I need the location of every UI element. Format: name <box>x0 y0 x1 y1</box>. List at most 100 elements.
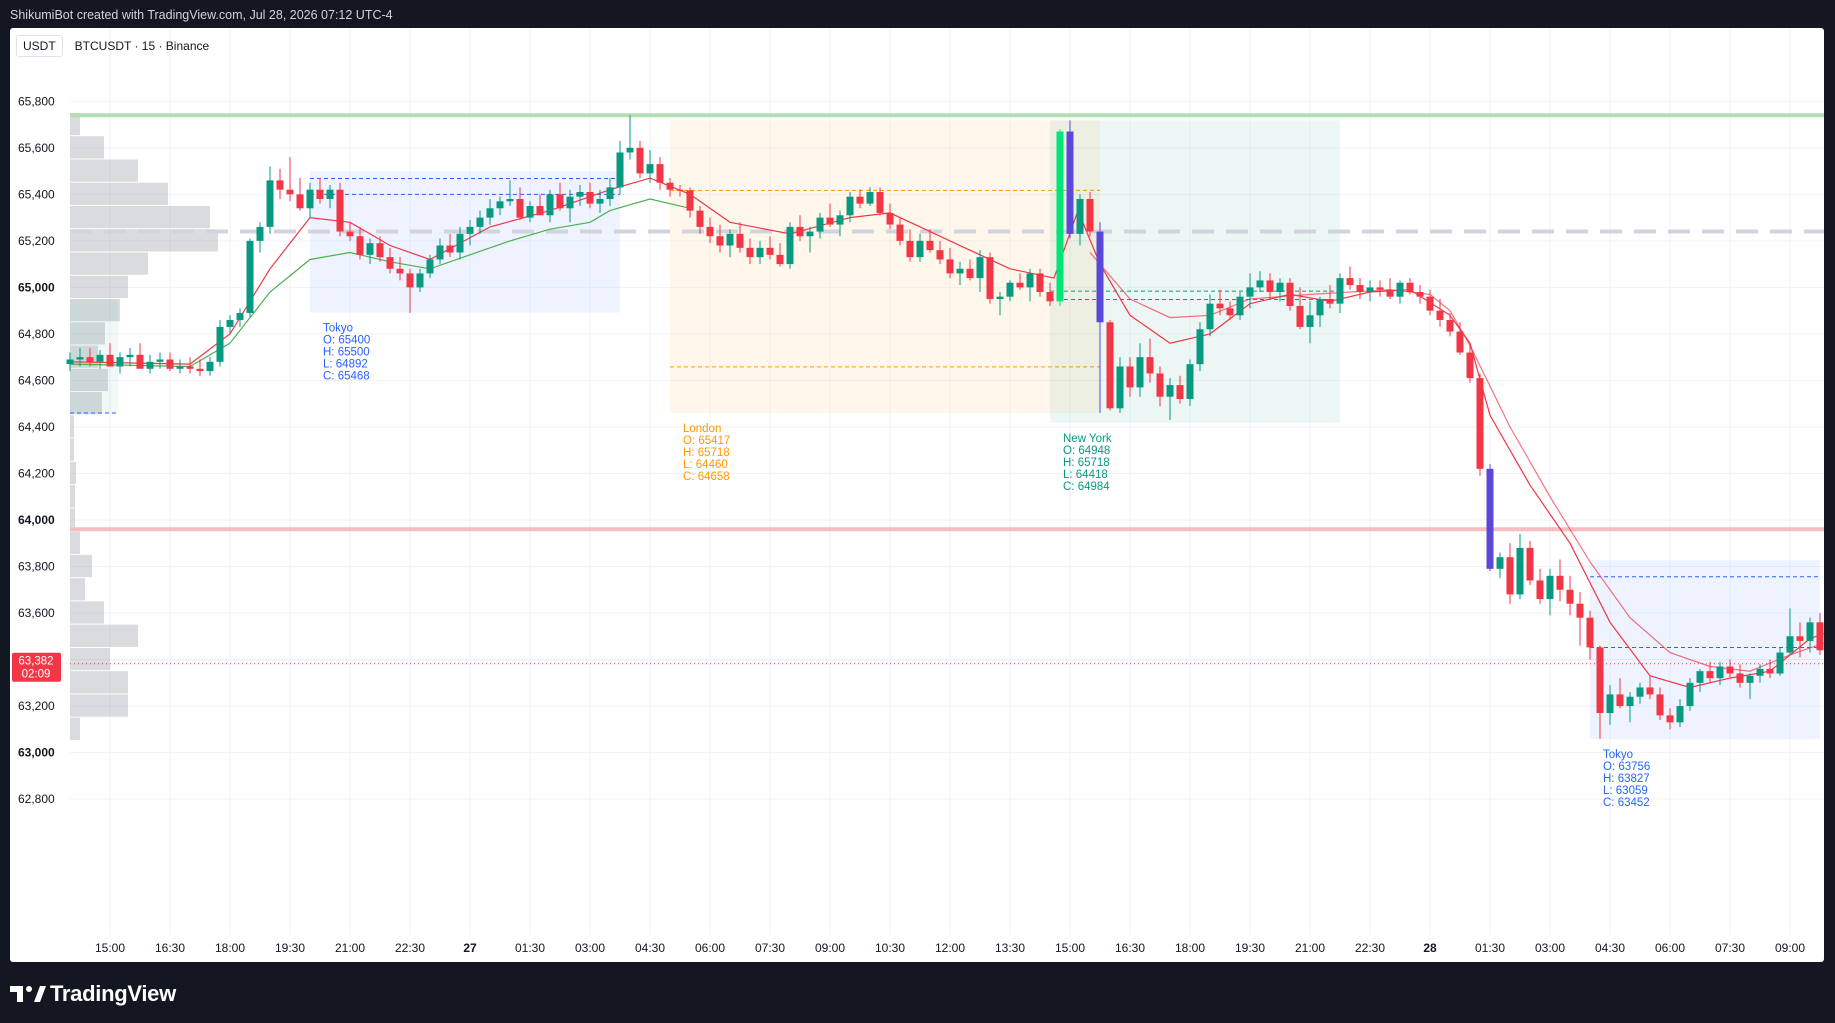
candle <box>696 205 704 234</box>
candle <box>836 210 844 237</box>
candle <box>566 189 574 223</box>
candle-body <box>496 201 504 209</box>
candle <box>1686 678 1694 711</box>
candle <box>396 257 404 281</box>
candle-body <box>236 312 244 320</box>
candle-body <box>326 189 334 199</box>
candle <box>1656 687 1664 721</box>
session-name: Tokyo <box>323 323 353 335</box>
candle <box>796 215 804 241</box>
candle-body <box>346 231 354 237</box>
candle <box>646 150 654 183</box>
volume-bar <box>70 671 128 694</box>
candle-body <box>1576 603 1584 618</box>
candle-body <box>996 296 1004 300</box>
candle <box>1536 568 1544 604</box>
candle-body <box>676 189 684 191</box>
session-box <box>1590 560 1820 739</box>
candle <box>946 247 954 279</box>
candle <box>966 259 974 281</box>
volume-bar <box>70 717 80 740</box>
currency-badge[interactable]: USDT <box>16 35 63 57</box>
session-stat: O: 65400 <box>323 335 370 347</box>
candle <box>1736 664 1744 688</box>
candle-body <box>1046 292 1054 302</box>
candle <box>936 240 944 265</box>
candle <box>526 201 534 223</box>
volume-bar <box>70 531 80 554</box>
candle <box>826 203 834 227</box>
candle <box>896 217 904 246</box>
candle <box>1766 659 1774 679</box>
candle-body <box>296 194 304 209</box>
candle <box>1086 192 1094 237</box>
price-tick-label: 65,800 <box>18 94 55 108</box>
time-tick-label: 16:30 <box>1115 941 1145 955</box>
candle <box>376 236 384 262</box>
candle-body <box>616 152 624 188</box>
candle <box>1666 708 1674 730</box>
candle <box>1366 280 1374 302</box>
candle-body <box>1406 282 1414 293</box>
time-tick-label: 19:30 <box>1235 941 1265 955</box>
candle-body <box>1606 694 1614 714</box>
candle <box>1746 673 1754 700</box>
candle <box>626 115 634 160</box>
candle-body <box>1706 671 1714 679</box>
candle-body <box>436 245 444 260</box>
candle <box>496 196 504 216</box>
candle-body <box>1536 580 1544 600</box>
candle <box>1426 289 1434 316</box>
candle-body <box>1116 366 1124 409</box>
session-stat: O: 65417 <box>683 435 730 447</box>
candle <box>486 198 494 225</box>
candle-body <box>1276 282 1284 293</box>
candle-body <box>536 205 544 216</box>
candle-body <box>1266 280 1274 293</box>
candle-body <box>316 189 324 199</box>
candle-body <box>626 147 634 153</box>
candle <box>1126 357 1134 397</box>
candle-body <box>686 190 694 211</box>
candle-body <box>1736 673 1744 683</box>
candle-body <box>966 268 974 279</box>
candle <box>476 210 484 234</box>
candle-body <box>1076 198 1084 234</box>
candle-body <box>1176 385 1184 400</box>
candle-body <box>216 326 224 362</box>
candle <box>666 178 674 197</box>
candle-body <box>576 192 584 197</box>
session-stat: O: 63756 <box>1603 761 1650 773</box>
candle <box>1316 296 1324 327</box>
volume-bar <box>70 252 148 275</box>
candle <box>546 189 554 223</box>
candle-body <box>1546 575 1554 600</box>
candle <box>406 268 414 313</box>
candle <box>1446 312 1454 337</box>
volume-bar <box>70 508 75 531</box>
candle <box>706 217 714 244</box>
candle-body <box>1326 299 1334 304</box>
candle-body <box>466 226 474 234</box>
candle <box>976 250 984 293</box>
candle-body <box>1636 687 1644 697</box>
candle-body <box>1126 366 1134 388</box>
candle <box>1496 552 1504 579</box>
chart-panel[interactable]: Tokyo O: 65400 H: 65500 L: 64892 C: 65468 Lon… <box>10 28 1824 962</box>
candle <box>1626 692 1634 723</box>
candle <box>1436 299 1444 327</box>
grid-lines <box>70 28 1824 935</box>
candle <box>386 247 394 274</box>
candle-body <box>986 257 994 300</box>
candle-body <box>1596 647 1604 714</box>
candle <box>876 187 884 216</box>
symbol-title[interactable]: BTCUSDT · 15 · Binance <box>74 39 210 53</box>
candle-body <box>556 194 564 209</box>
session-stat: H: 65500 <box>323 347 370 359</box>
candle <box>1716 661 1724 686</box>
time-tick-label: 18:00 <box>215 941 245 955</box>
candle <box>446 233 454 258</box>
time-tick-label: 18:00 <box>1175 941 1205 955</box>
